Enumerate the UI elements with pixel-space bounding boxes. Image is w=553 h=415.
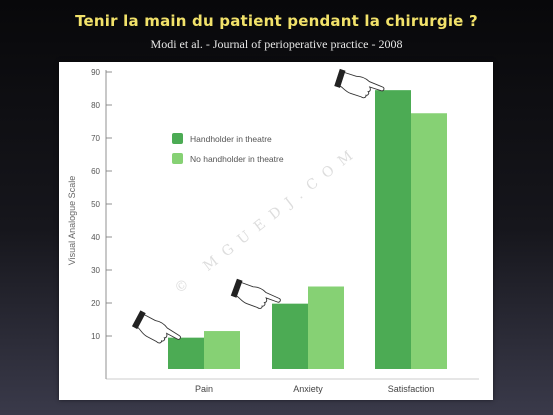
legend-swatch xyxy=(172,153,183,164)
bar-pain-series1 xyxy=(168,337,204,369)
legend-swatch xyxy=(172,133,183,144)
chart-figure: © MGUEDJ.COM 10 20 30 40 50 60 70 80 90 Visual Ana… xyxy=(59,62,493,400)
y-tick-label: 90 xyxy=(91,68,100,77)
bar-satisfaction-series2 xyxy=(411,113,447,369)
y-tick-label: 80 xyxy=(91,101,100,110)
bar-anxiety-series2 xyxy=(308,286,344,369)
y-tick-label: 60 xyxy=(91,167,100,176)
y-tick-label: 10 xyxy=(91,332,100,341)
y-tick-label: 30 xyxy=(91,266,100,275)
x-category-label: Anxiety xyxy=(293,384,323,394)
bar-chart: © MGUEDJ.COM 10 20 30 40 50 60 70 80 90 Visual Ana… xyxy=(67,68,479,394)
x-category-label: Pain xyxy=(195,384,213,394)
pointing-hand-icon xyxy=(230,278,281,309)
x-category-label: Satisfaction xyxy=(388,384,435,394)
legend-label: Handholder in theatre xyxy=(190,134,272,144)
y-axis-title: Visual Analogue Scale xyxy=(67,176,77,265)
bar-pain-series2 xyxy=(204,331,240,369)
slide-subtitle: Modi et al. - Journal of perioperative p… xyxy=(150,37,403,51)
bar-anxiety-series1 xyxy=(272,303,308,369)
y-tick-label: 40 xyxy=(91,233,100,242)
bar-satisfaction-series1 xyxy=(375,90,411,370)
y-tick-label: 50 xyxy=(91,200,100,209)
legend-label: No handholder in theatre xyxy=(190,154,284,164)
watermark-text: © MGUEDJ.COM xyxy=(172,142,364,297)
y-tick-label: 70 xyxy=(91,134,100,143)
slide-title: Tenir la main du patient pendant la chir… xyxy=(75,12,478,30)
y-tick-label: 20 xyxy=(91,299,100,308)
pointing-hand-icon xyxy=(131,310,181,344)
pointing-hand-icon xyxy=(334,68,385,99)
